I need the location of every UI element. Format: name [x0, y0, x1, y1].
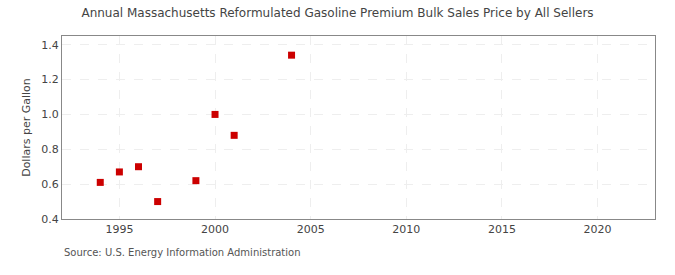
svg-text:2000: 2000: [201, 223, 229, 236]
svg-text:Dollars per Gallon: Dollars per Gallon: [20, 78, 33, 177]
svg-text:1.2: 1.2: [41, 73, 59, 86]
svg-text:0.4: 0.4: [41, 213, 59, 226]
svg-text:1995: 1995: [105, 223, 133, 236]
svg-text:2020: 2020: [584, 223, 612, 236]
svg-text:Annual Massachusetts Reformula: Annual Massachusetts Reformulated Gasoli…: [81, 6, 593, 20]
svg-text:1.4: 1.4: [41, 39, 59, 52]
svg-text:0.8: 0.8: [41, 143, 59, 156]
svg-text:0.6: 0.6: [41, 178, 59, 191]
svg-text:2015: 2015: [488, 223, 516, 236]
svg-text:1.0: 1.0: [41, 108, 59, 121]
svg-text:2005: 2005: [297, 223, 325, 236]
svg-text:2010: 2010: [392, 223, 420, 236]
svg-text:Source: U.S. Energy Informatio: Source: U.S. Energy Information Administ…: [64, 247, 301, 258]
